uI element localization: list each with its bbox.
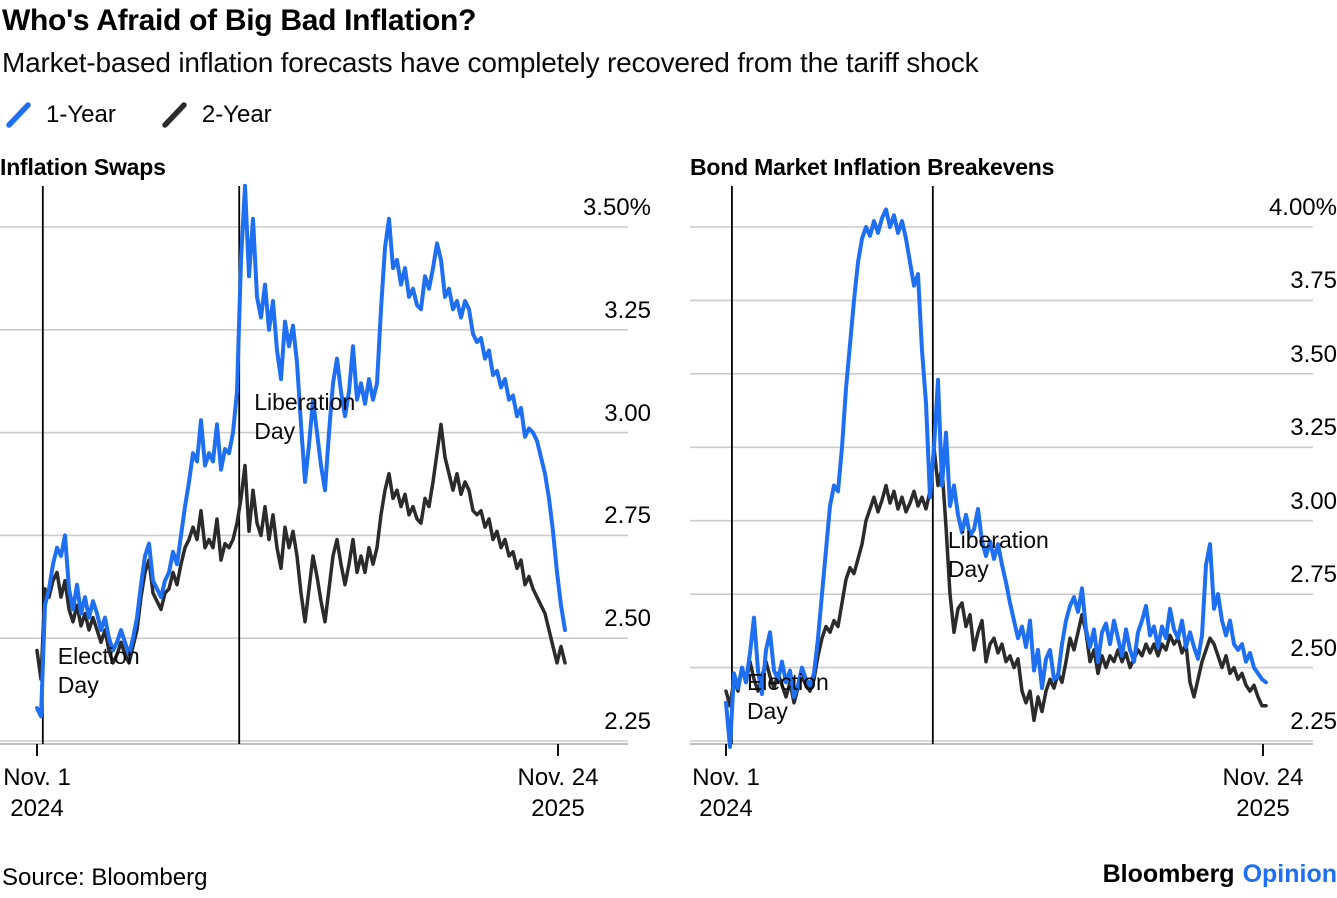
y-axis-label: 3.50 [1290,340,1337,368]
series-line-2-year [35,422,567,682]
x-axis-label: Nov. 1 2024 [3,764,71,822]
x-axis-label: Nov. 1 2024 [692,764,760,822]
legend-label-1-year: 1-Year [46,101,116,128]
chart-title: Inflation Swaps [0,154,166,180]
y-axis-label: 3.50% [582,194,651,221]
annotation-election-day: Election Day [57,643,140,698]
y-axis-label: 2.75 [604,502,651,530]
plot-area [690,186,1313,756]
source-note: Source: Bloomberg [2,864,208,891]
legend-item-2-year: 2-Year [160,100,272,130]
x-axis-label: Nov. 24 2025 [1222,764,1304,822]
plot-area [0,183,628,756]
annotation-liberation-day: Liberation Day [947,527,1049,582]
y-axis-label: 2.25 [1290,708,1337,735]
x-axis-label: Nov. 24 2025 [517,764,599,822]
annotation-liberation-day: Liberation Day [254,389,356,444]
series-line-1-year [724,207,1268,749]
y-axis-label: 3.75 [1290,267,1337,295]
legend-label-2-year: 2-Year [201,101,272,128]
y-axis-label: 2.50 [604,605,651,633]
slash-icon [162,102,187,128]
legend-item-1-year: 1-Year [4,100,116,130]
y-axis-label: 2.75 [1290,561,1337,589]
page-subtitle: Market-based inflation forecasts have co… [2,47,979,78]
slash-icon [6,102,31,128]
y-axis-label: 3.00 [604,399,651,427]
y-axis-label: 3.25 [1290,414,1337,442]
y-axis-label: 3.00 [1290,487,1337,515]
y-axis-label: 2.50 [1290,634,1337,662]
y-axis-label: 4.00% [1268,194,1337,221]
annotation-election-day: Election Day [746,669,829,724]
chart-bond-breakevens: Bond Market Inflation Breakevens 4.00% 3.… [690,150,1337,850]
page-title: Who's Afraid of Big Bad Inflation? [2,4,477,37]
legend: 1-Year 2-Year [4,100,272,130]
chart-inflation-swaps: Inflation Swaps 3.50% 3.25 3.00 2.75 2.50 2.2… [0,150,660,850]
series-line-1-year [35,183,567,719]
y-axis-label: 3.25 [604,296,651,324]
chart-title: Bond Market Inflation Breakevens [690,154,1055,180]
brand-bloomberg: Bloomberg [1102,860,1235,888]
y-axis-label: 2.25 [604,708,651,735]
brand-logo: Bloomberg Opinion [1103,860,1337,889]
brand-opinion: Opinion [1242,860,1337,888]
